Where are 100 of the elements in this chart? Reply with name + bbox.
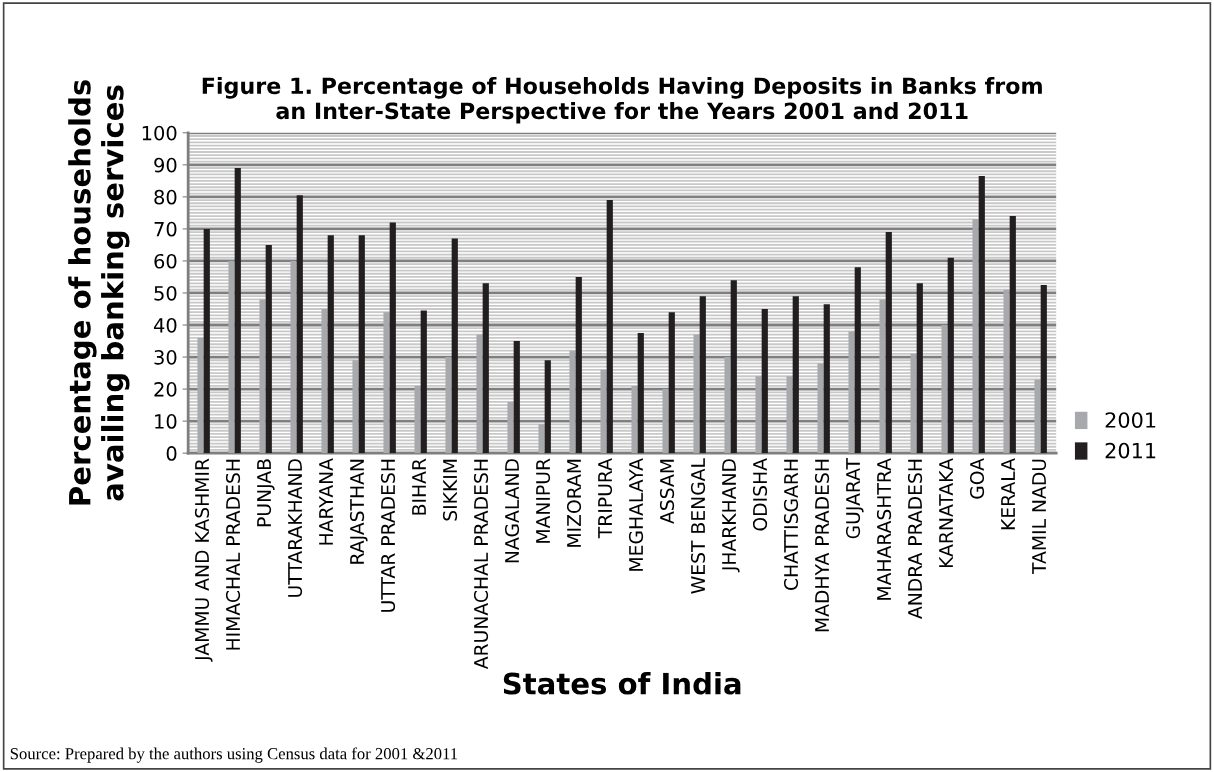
bar (327, 235, 334, 454)
x-tick-label: HARYANA (319, 458, 333, 545)
y-tick-label: 40 (153, 317, 177, 333)
x-tick-label: GUJARAT (845, 457, 864, 539)
bar (197, 337, 204, 454)
bar (383, 312, 390, 454)
x-tick-label: ANDRA PRADESH (907, 459, 923, 619)
bar (1003, 289, 1010, 454)
x-tick-label: BIHAR (412, 458, 426, 515)
bar (631, 385, 638, 454)
bar (724, 357, 731, 454)
x-tick-label: PUNJAB (257, 459, 275, 527)
bar (513, 341, 520, 454)
x-tick-label: UTTARAKHAND (288, 459, 303, 597)
bar (1009, 216, 1016, 454)
bar (947, 257, 954, 454)
y-tick-label: 10 (155, 414, 177, 429)
x-axis-title: States of India (503, 672, 741, 695)
bar (482, 283, 489, 454)
bar (730, 280, 737, 454)
y-axis-title: Percentage of households availing banking services (68, 80, 130, 505)
x-tick-label: MADHYA PRADESH (814, 459, 830, 632)
bar (637, 333, 644, 454)
x-tick-label: ASSAM (659, 459, 675, 524)
bar (575, 276, 582, 454)
bar (854, 267, 861, 454)
source-note: Source: Prepared by the authors using Census data for 2001 &2011 (10, 747, 458, 763)
bar (234, 168, 241, 454)
bar (972, 219, 979, 454)
x-tick-label: JAMMU AND KASHMIR (194, 458, 213, 662)
x-tick-label: MAHARASHTRA (876, 458, 892, 600)
x-tick-label: MANIPUR (536, 458, 551, 543)
bar (606, 200, 613, 454)
bar (507, 401, 514, 454)
x-tick-label: RAJASTHAN (349, 459, 368, 564)
y-tick-label: 60 (154, 253, 177, 269)
bar (476, 334, 483, 454)
bar (755, 376, 762, 454)
x-tick-label: ARUNACHAL PRADESH (473, 459, 489, 670)
x-tick-label: TAMIL NADU (1032, 459, 1047, 575)
legend-label: 2001 (1105, 412, 1156, 428)
bar (823, 304, 830, 454)
bar (885, 232, 892, 454)
bar (600, 369, 607, 454)
bar (228, 260, 235, 454)
bar (848, 331, 855, 454)
x-tick-label: HIMACHAL PRADESH (225, 459, 241, 650)
x-tick-label: NAGALAND (504, 459, 520, 563)
bar (910, 353, 917, 454)
x-tick-label: CHATTISGARH (783, 459, 799, 591)
chart-title: Figure 1. Percentage of Households Having Deposits in Banks from an Inter-State Perspective for the Years 2001 and 2011 (202, 76, 1042, 124)
y-tick-label: 50 (154, 285, 177, 301)
bar (916, 283, 923, 454)
y-tick-label: 70 (154, 221, 177, 237)
x-tick-label: MIZORAM (566, 459, 582, 547)
x-tick-label: WEST BENGAL (690, 458, 706, 594)
y-tick-label: 20 (154, 382, 177, 397)
bar (259, 299, 266, 454)
bar (699, 296, 706, 454)
bar (352, 360, 359, 454)
y-tick-label: 0 (166, 446, 177, 461)
legend-label: 2011 (1105, 442, 1156, 459)
bar (786, 376, 793, 454)
bar (668, 312, 675, 454)
x-tick-label: SIKKIM (442, 459, 458, 521)
bar (290, 260, 297, 454)
bar (761, 308, 768, 454)
x-tick-label: TRIPURA (598, 458, 613, 539)
bar (414, 385, 421, 454)
x-tick-label: UTTAR PRADESH (380, 459, 396, 612)
bar (321, 308, 328, 454)
bar (544, 360, 551, 454)
bar (389, 222, 396, 454)
y-tick-label: 30 (154, 350, 177, 365)
bar (451, 238, 458, 454)
bar (1040, 284, 1047, 454)
bar (358, 235, 365, 454)
bar (792, 296, 799, 454)
x-tick-label: GOA (969, 458, 985, 499)
bar (978, 176, 985, 454)
bar (879, 299, 886, 454)
bar (817, 363, 824, 454)
bar (693, 334, 700, 454)
bar (445, 357, 452, 454)
bar (569, 350, 576, 454)
bar (538, 424, 545, 454)
bar (420, 310, 427, 454)
bar (203, 228, 210, 454)
x-tick-label: ODISHA (752, 458, 768, 531)
y-tick-label: 100 (142, 125, 177, 141)
x-tick-label: KERALA (1001, 458, 1015, 530)
x-tick-label: MEGHALAYA (628, 458, 644, 571)
y-tick-label: 80 (154, 189, 177, 205)
bar (941, 325, 948, 454)
x-tick-label: KARNATAKA (939, 458, 953, 568)
x-tick-label: JHARKHAND (722, 459, 740, 573)
bar (265, 244, 272, 454)
bar (296, 195, 303, 454)
bar (662, 389, 669, 454)
y-tick-label: 90 (154, 157, 177, 173)
